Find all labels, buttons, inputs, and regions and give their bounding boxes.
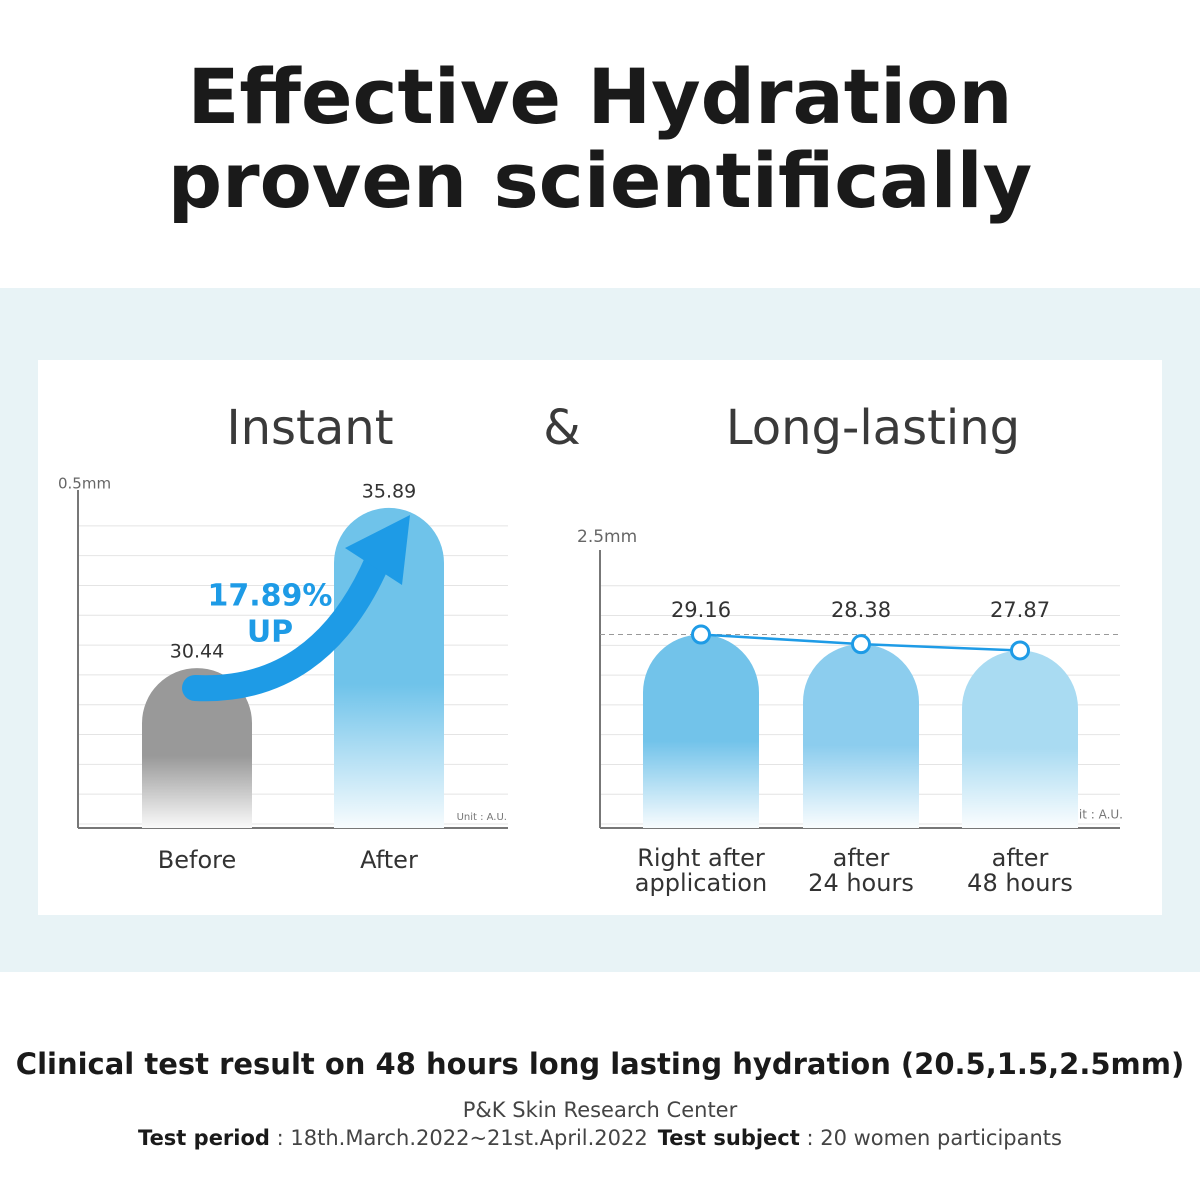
value: : 18th.March.2022~21st.April.2022 [270,1126,648,1150]
x-tick-label: after 24 hours [808,844,914,897]
point [851,634,871,655]
value: : 20 women participants [800,1126,1062,1150]
title-line: Effective Hydration [187,52,1012,141]
heading: & [543,400,580,456]
unit-note: Unit : A.U. [457,812,507,823]
heading: Instant [226,400,393,456]
bar-fade [962,650,1078,828]
x-tick-label: Before [158,846,236,874]
x-tick-label: After [360,846,418,874]
annotation: 17.89% [208,579,333,614]
label: Test subject [658,1126,800,1150]
bar-fade [803,644,919,828]
value-label: 27.87 [990,598,1050,622]
value-label: 35.89 [362,480,416,502]
point [691,624,711,645]
footer-headline: Clinical test result on 48 hours long la… [16,1047,1184,1081]
value-label: 29.16 [671,598,731,622]
annotation: UP [247,615,293,650]
x-tick-label: after 48 hours [967,844,1073,897]
y-axis-label: 2.5mm [577,527,637,547]
bar-fade [142,668,252,828]
footer-details: Test period : 18th.March.2022~21st.April… [138,1126,1062,1150]
value-label: 30.44 [170,641,224,663]
arrow-head [345,515,410,585]
heading: Long-lasting [726,400,1020,456]
x-tick-label: Right after application [635,844,767,897]
y-axis-label: 0.5mm [58,475,111,493]
footer-source: P&K Skin Research Center [463,1098,738,1122]
arrow-shaft [182,547,391,702]
title-line: proven scientifically [168,136,1032,225]
bar-fade [643,634,759,828]
value-label: 28.38 [831,598,891,622]
point [1010,640,1030,661]
label: Test period [138,1126,270,1150]
